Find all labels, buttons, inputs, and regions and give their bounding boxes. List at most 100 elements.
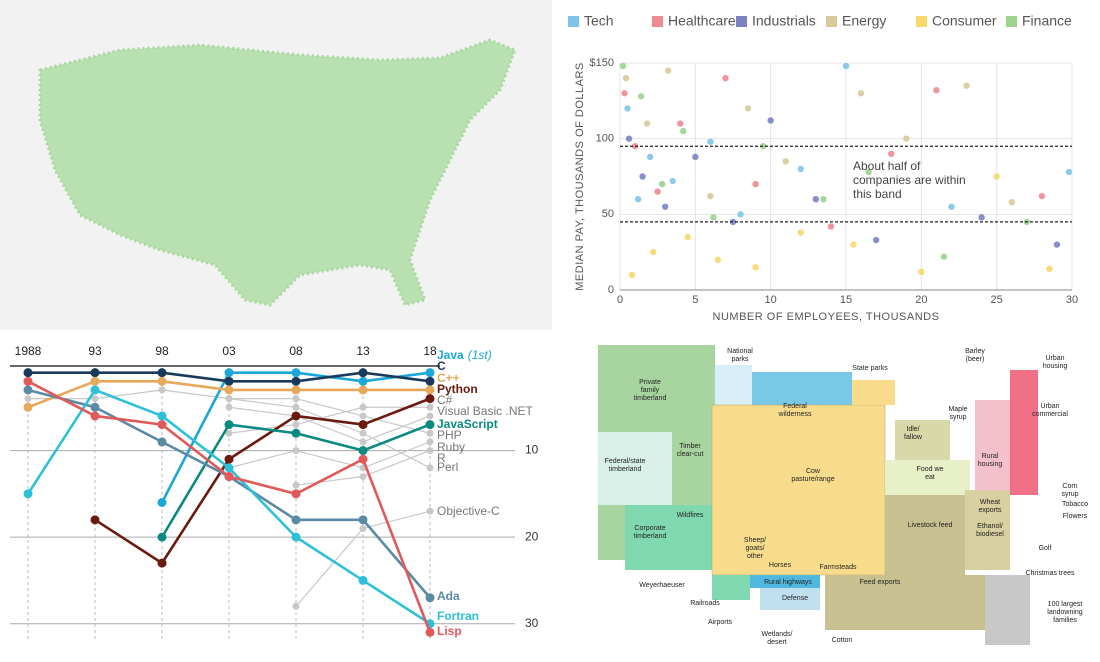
series-label: Objective-C [437, 504, 500, 518]
map-label: Farmsteads [820, 564, 857, 571]
rank-point [359, 403, 367, 411]
x-tick-label: 13 [356, 344, 370, 358]
map-label: Urban [1040, 403, 1059, 410]
series-name: JavaScript [437, 417, 498, 431]
series-name: Objective-C [437, 504, 500, 518]
region [985, 575, 1030, 645]
x-tick-label: 03 [222, 344, 236, 358]
scatter-point [621, 90, 628, 97]
rank-point [426, 412, 434, 420]
rank-point [157, 498, 167, 507]
series-note: (1st) [468, 348, 492, 362]
rank-point [425, 593, 435, 603]
rank-point [359, 524, 367, 532]
rank-point [426, 464, 434, 472]
rank-point [224, 376, 234, 386]
x-tick-label: 93 [88, 344, 102, 358]
rank-point [23, 385, 33, 395]
scatter-point [654, 188, 661, 195]
rank-point [291, 489, 301, 499]
map-label: timberland [634, 395, 667, 402]
rank-point [23, 376, 33, 386]
x-tick-label: 10 [765, 294, 777, 306]
scatter-point [1065, 168, 1073, 176]
map-label: Weyerhaeuser [639, 582, 685, 589]
rank-point [425, 627, 435, 637]
scatter-point [707, 192, 714, 200]
scatter-point [948, 203, 955, 210]
y-tick-label: 0 [608, 284, 614, 296]
rank-point [426, 403, 434, 411]
rank-point [426, 438, 434, 446]
region [715, 365, 752, 405]
rank-point [158, 386, 166, 394]
scatter-point [637, 93, 645, 100]
map-label: housing [1043, 363, 1068, 370]
region [825, 575, 985, 630]
map-label: State parks [852, 365, 888, 372]
map-label: Christmas trees [1025, 570, 1075, 577]
rank-point [425, 420, 435, 430]
series-label: C [437, 359, 446, 373]
map-label: Livestock feed [908, 522, 953, 529]
series-label: Perl [437, 460, 458, 474]
rank-point [291, 385, 301, 395]
scatter-point [933, 87, 940, 94]
rank-point [291, 376, 301, 386]
series-label: R [437, 451, 446, 465]
region [885, 495, 965, 575]
map-label: Maple [948, 406, 967, 413]
map-label: clear-cut [677, 451, 704, 458]
rank-point [291, 532, 301, 542]
rank-point [358, 454, 368, 464]
region [712, 575, 750, 600]
series-name: Lisp [437, 624, 462, 638]
scatter-point [669, 177, 676, 185]
series-name: Ada [437, 589, 460, 603]
us-map-shape [38, 38, 517, 307]
region [895, 420, 950, 460]
scatter-point [737, 211, 744, 218]
scatter-point [865, 168, 872, 176]
y-tick-label: 10 [525, 443, 539, 457]
x-tick-label: 1988 [15, 344, 42, 358]
map-label: Private [639, 379, 661, 386]
scatter-point [767, 117, 774, 124]
map-label: Feed exports [860, 579, 901, 586]
rank-point [90, 402, 100, 412]
rank-point [358, 420, 368, 430]
rank-point [224, 472, 234, 482]
scatter-point [628, 271, 636, 279]
legend-label: Finance [1022, 13, 1072, 29]
series-name: C++ [437, 371, 460, 385]
series-label: Ada [437, 589, 460, 603]
rank-point [359, 438, 367, 446]
rank-point [91, 395, 99, 403]
rank-point [292, 395, 300, 403]
map-label: 100 largest [1048, 601, 1083, 608]
rank-point [90, 368, 100, 378]
rank-point [90, 376, 100, 386]
rank-point [358, 385, 368, 395]
y-tick-label: 20 [525, 529, 539, 543]
series-name: PHP [437, 428, 462, 442]
scatter-point [658, 180, 666, 188]
map-label: Food we [917, 466, 944, 473]
x-tick-label: 0 [617, 294, 623, 306]
region [598, 432, 672, 505]
scatter-point [744, 105, 752, 112]
rank-point [225, 395, 233, 403]
map-label: biodiesel [976, 531, 1004, 538]
rank-point [358, 515, 368, 525]
legend-label: Healthcare [668, 13, 736, 29]
scatter-point [993, 173, 1000, 180]
map-label: housing [978, 461, 1003, 468]
map-label: Tobacco [1062, 501, 1088, 508]
scatter-point [978, 214, 985, 221]
rank-point [90, 411, 100, 421]
y-axis-label: MEDIAN PAY, THOUSANDS OF DOLLARS [574, 62, 586, 291]
map-label: fallow [904, 434, 923, 441]
rank-point [23, 489, 33, 499]
scatter-point [1053, 241, 1061, 248]
rank-point [157, 558, 167, 568]
